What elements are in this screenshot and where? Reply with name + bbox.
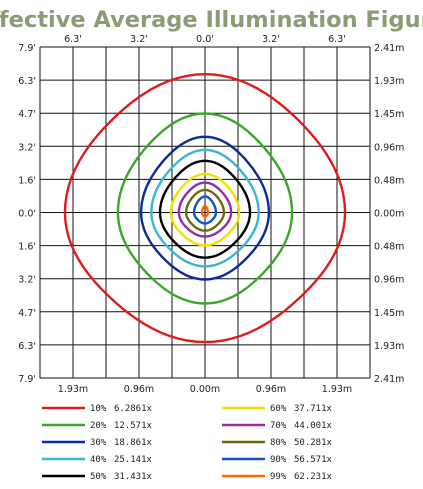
- legend-label: 90%: [270, 455, 287, 465]
- left-tick-label: 4.7': [18, 308, 36, 319]
- legend-label: 99%: [270, 472, 287, 482]
- axis-ticks: 6.3' 3.2' 0.0' 3.2' 6.3' 1.93m 0.96m 0.00m 0.96m…: [18, 34, 404, 395]
- right-tick-label: 0.00m: [374, 209, 404, 220]
- bottom-tick-label: 0.96m: [124, 384, 154, 395]
- right-tick-label: 1.45m: [374, 308, 404, 319]
- chart-title: Effective Average Illumination Figure: [0, 7, 423, 33]
- left-tick-label: 6.3': [18, 76, 36, 87]
- top-tick-label: 6.3': [328, 34, 346, 45]
- left-tick-label: 0.0': [18, 209, 36, 220]
- left-tick-label: 3.2': [18, 275, 36, 286]
- right-tick-label: 1.45m: [374, 109, 404, 120]
- contour-99pct: [200, 204, 210, 219]
- left-tick-label: 3.2': [18, 142, 36, 153]
- legend-lux-value: 56.571x: [294, 455, 333, 465]
- contour-50pct: [158, 159, 252, 259]
- legend-label: 60%: [270, 404, 287, 414]
- right-tick-label: 0.48m: [374, 175, 404, 186]
- contour-20pct: [116, 112, 294, 305]
- legend-label: 30%: [90, 438, 107, 448]
- legend: 10% 6.2861x 20% 12.571x 30% 18.861x 40% 25.141x…: [42, 404, 333, 482]
- contour-30pct: [139, 135, 271, 281]
- contour-lines: [63, 73, 347, 344]
- right-tick-label: 1.93m: [374, 76, 404, 87]
- contour-70pct: [177, 181, 233, 238]
- contour-60pct: [169, 172, 241, 247]
- right-tick-label: 0.48m: [374, 242, 404, 253]
- legend-label: 10%: [90, 404, 107, 414]
- left-tick-label: 6.3': [18, 341, 36, 352]
- legend-label: 40%: [90, 455, 107, 465]
- grid: [39, 46, 371, 379]
- top-tick-label: 3.2': [262, 34, 280, 45]
- left-tick-label: 1.6': [18, 175, 36, 186]
- left-tick-label: 4.7': [18, 109, 36, 120]
- top-tick-label: 3.2': [130, 34, 148, 45]
- right-tick-label: 2.41m: [374, 43, 404, 54]
- legend-label: 80%: [270, 438, 287, 448]
- legend-lux-value: 25.141x: [114, 455, 153, 465]
- legend-lux-value: 62.231x: [294, 472, 333, 482]
- legend-label: 20%: [90, 421, 107, 431]
- legend-lux-value: 6.2861x: [114, 404, 153, 414]
- left-tick-label: 1.6': [18, 242, 36, 253]
- right-tick-label: 0.96m: [374, 275, 404, 286]
- left-tick-label: 7.9': [18, 374, 36, 385]
- contour-40pct: [150, 148, 260, 268]
- legend-lux-value: 44.001x: [294, 421, 333, 431]
- legend-lux-value: 31.431x: [114, 472, 153, 482]
- bottom-tick-label: 0.96m: [256, 384, 286, 395]
- legend-label: 70%: [270, 421, 287, 431]
- bottom-tick-label: 1.93m: [58, 384, 88, 395]
- right-tick-label: 1.93m: [374, 341, 404, 352]
- top-tick-label: 6.3': [64, 34, 82, 45]
- contour-10pct: [63, 73, 347, 344]
- top-tick-label: 0.0': [196, 34, 214, 45]
- legend-lux-value: 50.281x: [294, 438, 333, 448]
- bottom-tick-label: 0.00m: [190, 384, 220, 395]
- right-tick-label: 0.96m: [374, 142, 404, 153]
- left-tick-label: 7.9': [18, 43, 36, 54]
- bottom-tick-label: 1.93m: [322, 384, 352, 395]
- contour-90pct: [192, 195, 218, 225]
- legend-lux-value: 18.861x: [114, 438, 153, 448]
- legend-lux-value: 37.711x: [294, 404, 333, 414]
- contour-80pct: [184, 188, 226, 232]
- right-tick-label: 2.41m: [374, 374, 404, 385]
- legend-lux-value: 12.571x: [114, 421, 153, 431]
- legend-label: 50%: [90, 472, 107, 482]
